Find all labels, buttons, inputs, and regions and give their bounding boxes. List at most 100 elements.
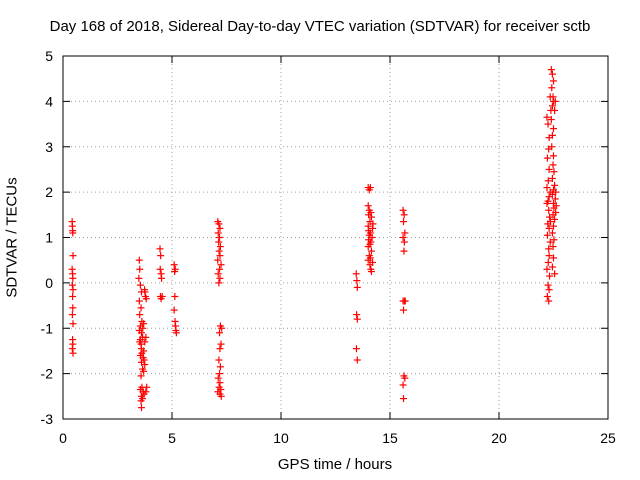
data-point xyxy=(217,340,225,348)
x-tick-label: 20 xyxy=(491,430,507,446)
data-point xyxy=(170,306,178,314)
data-point xyxy=(543,184,551,192)
data-point xyxy=(69,349,77,357)
data-point xyxy=(69,320,77,328)
data-point xyxy=(367,213,375,221)
data-point xyxy=(215,356,223,364)
data-point xyxy=(353,283,361,291)
data-point xyxy=(142,388,150,396)
data-point xyxy=(548,131,556,139)
data-point xyxy=(546,238,554,246)
data-point xyxy=(400,247,408,255)
data-point xyxy=(216,252,224,260)
data-point xyxy=(69,274,77,282)
data-point xyxy=(543,154,551,162)
y-tick-label: 5 xyxy=(45,48,53,64)
data-point xyxy=(141,288,149,296)
data-point xyxy=(545,165,553,173)
y-tick-label: -2 xyxy=(41,366,54,382)
data-point xyxy=(545,252,553,260)
data-point xyxy=(400,306,408,314)
data-point xyxy=(548,143,556,151)
data-point xyxy=(137,372,145,380)
data-point xyxy=(214,270,222,278)
data-point xyxy=(217,261,225,269)
data-point xyxy=(548,84,556,92)
y-tick-label: 3 xyxy=(45,139,53,155)
data-point xyxy=(401,229,409,237)
y-tick-label: -1 xyxy=(41,320,54,336)
data-point xyxy=(549,243,557,251)
x-axis-label: GPS time / hours xyxy=(277,456,393,473)
data-point xyxy=(543,113,551,121)
data-point xyxy=(543,231,551,239)
y-tick-label: -3 xyxy=(41,411,54,427)
data-point xyxy=(551,270,559,278)
data-point xyxy=(366,261,374,269)
data-point xyxy=(353,277,361,285)
data-point xyxy=(214,374,222,382)
data-point xyxy=(352,270,360,278)
data-point xyxy=(135,274,143,282)
data-point xyxy=(216,329,224,337)
data-point xyxy=(548,263,556,271)
data-point xyxy=(550,222,557,230)
axis-ticks: 0 5 10 15 20 25 -3 -2 -1 0 1 2 3 4 5 xyxy=(41,48,616,446)
data-point xyxy=(546,93,554,101)
data-point xyxy=(364,256,372,264)
data-point xyxy=(141,338,149,346)
data-point xyxy=(547,116,555,124)
data-point xyxy=(216,379,224,387)
data-point xyxy=(400,218,408,226)
data-point xyxy=(214,256,222,264)
data-point xyxy=(400,238,408,246)
data-point xyxy=(216,274,224,282)
data-point xyxy=(400,395,408,403)
data-point xyxy=(401,374,409,382)
data-point xyxy=(550,152,557,160)
data-point xyxy=(156,245,164,253)
y-tick-label: 2 xyxy=(45,184,53,200)
data-point xyxy=(400,211,408,219)
data-point xyxy=(547,106,555,114)
data-point xyxy=(135,256,143,264)
data-point xyxy=(137,329,145,337)
data-point xyxy=(401,297,409,305)
data-point xyxy=(545,245,553,253)
y-tick-label: 4 xyxy=(45,93,53,109)
data-points xyxy=(68,66,560,412)
data-point xyxy=(137,397,145,405)
data-point xyxy=(552,209,560,217)
data-point xyxy=(369,220,377,228)
data-point xyxy=(143,383,151,391)
data-point xyxy=(551,195,559,203)
data-point xyxy=(550,125,557,133)
data-point xyxy=(69,286,77,294)
data-point xyxy=(546,218,554,226)
data-point xyxy=(136,311,144,319)
data-point xyxy=(218,324,226,332)
data-point xyxy=(215,247,223,255)
x-tick-label: 15 xyxy=(382,430,398,446)
data-point xyxy=(547,66,555,74)
data-point xyxy=(548,229,556,237)
x-tick-label: 5 xyxy=(168,430,176,446)
data-point xyxy=(353,356,361,364)
data-point xyxy=(546,272,554,280)
data-point xyxy=(216,265,224,273)
data-point xyxy=(69,292,77,300)
data-point xyxy=(216,370,224,378)
data-point xyxy=(544,177,552,185)
data-point xyxy=(364,202,372,210)
data-point xyxy=(548,102,556,110)
data-point xyxy=(543,199,551,207)
data-point xyxy=(551,215,559,223)
data-point xyxy=(140,367,148,375)
chart-title: Day 168 of 2018, Sidereal Day-to-day VTE… xyxy=(49,18,591,35)
data-point xyxy=(68,345,76,353)
data-point xyxy=(548,70,556,78)
data-point xyxy=(551,181,559,189)
data-point xyxy=(551,97,559,105)
data-point xyxy=(216,224,224,232)
